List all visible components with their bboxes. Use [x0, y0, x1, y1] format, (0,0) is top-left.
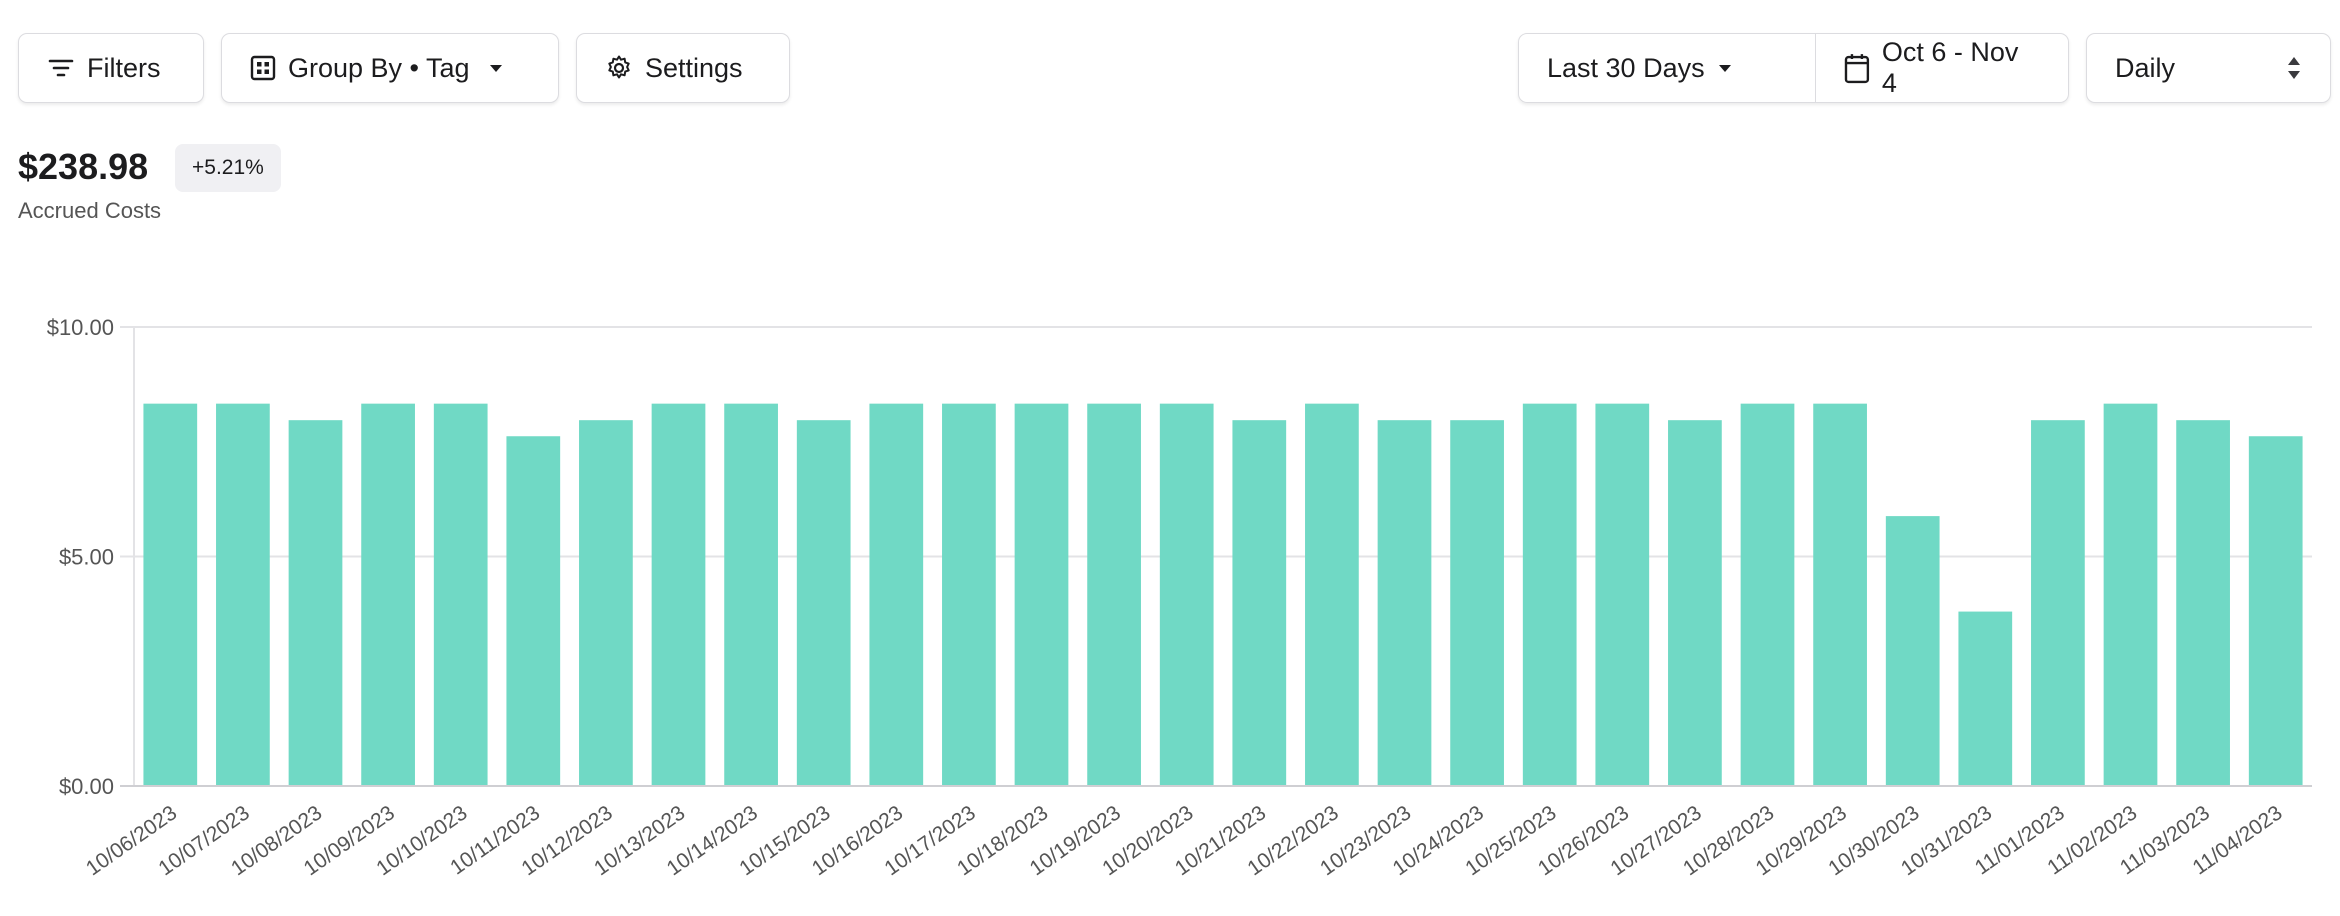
bar	[1305, 403, 1359, 785]
bar	[1740, 403, 1795, 785]
bar	[1014, 403, 1069, 785]
bar	[579, 420, 633, 785]
bar	[724, 403, 778, 785]
bar	[433, 403, 488, 785]
y-tick-label: $10.00	[47, 315, 114, 340]
date-range-label: Oct 6 - Nov 4	[1881, 37, 2019, 98]
total-cost-label: Accrued Costs	[18, 198, 162, 223]
granularity-label: Daily	[2115, 52, 2176, 83]
change-badge: +5.21%	[175, 144, 281, 192]
bar	[361, 403, 415, 785]
bar	[1159, 403, 1214, 785]
bar	[1813, 403, 1867, 785]
bar	[796, 420, 851, 785]
bar	[1087, 403, 1141, 785]
bar	[506, 436, 561, 785]
settings-button[interactable]: Settings	[576, 33, 790, 103]
bar	[143, 403, 198, 785]
group-by-label: Group By • Tag	[288, 52, 470, 83]
bar	[1958, 611, 2013, 785]
bar	[288, 420, 343, 785]
bar	[2031, 420, 2085, 785]
settings-label: Settings	[645, 52, 743, 83]
caret-down-icon	[489, 65, 502, 72]
gear-icon	[608, 55, 630, 79]
calendar-icon	[1844, 54, 1870, 84]
range-preset-dropdown[interactable]: Last 30 Days	[1519, 34, 1815, 102]
caret-down-icon	[1718, 65, 1731, 72]
total-cost: $238.98	[18, 146, 149, 187]
filters-button[interactable]: Filters	[18, 33, 204, 103]
bar	[942, 403, 996, 785]
bar	[1522, 403, 1577, 785]
filter-icon	[48, 59, 74, 77]
bar	[1668, 420, 1722, 785]
y-tick-label: $5.00	[59, 545, 114, 570]
bar	[1377, 420, 1432, 785]
y-tick-label: $0.00	[59, 774, 114, 799]
bar	[2176, 420, 2230, 785]
bar	[1232, 420, 1287, 785]
bar	[1885, 516, 1940, 785]
up-down-caret-icon	[2288, 57, 2300, 79]
group-by-button[interactable]: Group By • Tag	[221, 33, 559, 103]
bar	[2103, 403, 2158, 785]
bar	[1450, 420, 1504, 785]
bar	[869, 403, 924, 785]
range-preset-label: Last 30 Days	[1547, 52, 1705, 83]
bar	[1595, 403, 1650, 785]
date-range-picker[interactable]: Oct 6 - Nov 4	[1815, 34, 2068, 102]
bar	[651, 403, 706, 785]
bar	[2248, 436, 2303, 785]
bar	[216, 403, 270, 785]
granularity-select[interactable]: Daily	[2086, 33, 2331, 103]
date-range-control: Last 30 Days Oct 6 - Nov 4	[1518, 33, 2069, 103]
grid-icon	[250, 55, 276, 81]
filters-label: Filters	[87, 52, 161, 83]
